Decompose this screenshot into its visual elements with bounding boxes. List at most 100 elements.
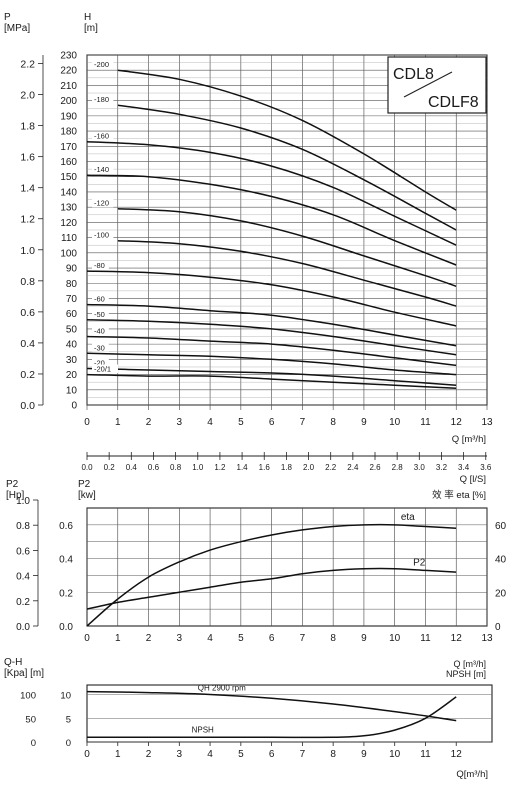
head-axis-tick-label: 200 [60,96,77,107]
head-curve-label: -140 [94,165,109,174]
qh-chart-x-tick-label: 9 [361,749,367,760]
power-chart-x-tick-label: 7 [300,633,306,644]
head-chart-x-tick-label: 6 [269,417,275,428]
efficiency-axis-tick-label: 20 [495,588,507,599]
head-axis-tick-label: 150 [60,172,77,183]
qh-chart-x-tick-label: 3 [177,749,183,760]
power-chart-x-tick-label: 3 [177,633,183,644]
series-label-bg [92,261,109,270]
head-curve-label: -20 [94,358,105,367]
flow-ls-tick-label: 3.0 [414,463,426,472]
head-axis-tick-label: 60 [66,309,78,320]
flow-ls-tick-label: 0.2 [104,463,116,472]
series-label-bg [92,198,114,208]
head-curve-label: -160 [94,132,109,141]
series-label-bg [92,60,114,69]
kw-axis-tick-label: 0.4 [59,555,73,566]
flow-ls-tick-label: 2.2 [325,463,337,472]
pressure-axis-label-line1: P [4,12,11,23]
head-chart-x-tick-label: 9 [361,417,367,428]
flow-ls-tick-label: 1.0 [192,463,204,472]
m-axis-tick-label: 10 [60,691,71,702]
power-chart-x-tick-label: 0 [84,633,90,644]
power-chart-x-tick-label: 4 [207,633,213,644]
head-curve-label: -180 [94,95,109,104]
kpa-axis-tick-label: 0 [31,738,36,749]
series-label-bg [92,131,114,141]
head-axis-label-line1: H [84,12,91,23]
kw-axis-label-line1: P2 [78,479,91,490]
head-curve-label: -80 [94,261,105,270]
flow-ls-tick-label: 1.6 [259,463,271,472]
pressure-axis-label-line2: [MPa] [4,23,30,34]
series-label-bg [92,343,109,352]
npsh-axis-label-line2: NPSH [m] [446,669,486,679]
head-chart-x-tick-label: 7 [300,417,306,428]
head-curve-120 [117,207,457,288]
head-curve-label: -50 [94,310,105,319]
head-curve-80 [86,270,457,327]
qh-chart-x-axis-label: Q[m³/h] [456,769,488,780]
flow-ls-tick-label: 0.0 [81,463,93,472]
head-curve-label: -40 [94,327,105,336]
qh-chart-x-tick-label: 1 [115,749,121,760]
head-axis-tick-label: 90 [66,264,78,275]
model-title-slash [403,71,453,98]
efficiency-axis-tick-label: 60 [495,521,507,532]
head-chart-x-tick-label: 11 [420,417,431,428]
flow-ls-tick-label: 3.2 [436,463,448,472]
head-axis-tick-label: 190 [60,111,77,122]
head-axis-tick-label: 180 [60,127,77,138]
qh-chart-x-tick-label: 7 [300,749,306,760]
head-curve-label: -30 [94,343,105,352]
head-curve-20 [86,367,457,386]
pressure-axis-tick-label: 1.0 [20,245,35,257]
head-curve-40 [86,335,457,367]
qh-axis-label-line2: [Kpa] [m] [4,668,44,679]
head-chart-x-tick-label: 10 [389,417,401,428]
flow-ls-tick-label: 2.8 [392,463,404,472]
hp-axis-tick-label: 0.6 [16,546,30,557]
power-chart-x-tick-label: 11 [420,633,431,644]
model-title-box: CDL8 CDLF8 [387,56,487,114]
head-chart-x-tick-label: 8 [330,417,336,428]
head-chart-curves [86,69,457,390]
kw-axis-tick-label: 0.0 [59,622,73,633]
m-axis-tick-label: 5 [66,714,71,725]
m-axis-tick-label: 0 [66,738,71,749]
series-label-bg [92,230,114,240]
power-chart-x-tick-label: 1 [115,633,121,644]
flow-ls-tick-label: 0.6 [148,463,160,472]
head-chart-x-axis-label: Q [m³/h] [452,434,486,445]
head-chart-x-tick-label: 3 [177,417,183,428]
pressure-axis-tick-label: 0.8 [20,276,35,288]
qh-chart-x-tick-label: 0 [84,749,90,760]
pressure-axis-tick-label: 1.2 [20,214,35,226]
head-curve-30 [86,352,457,376]
head-curve-140 [86,174,457,266]
head-curve-201 [86,373,457,390]
power-chart-x-tick-label: 8 [330,633,336,644]
head-chart-x-tick-label: 4 [207,417,213,428]
head-axis-tick-label: 120 [60,218,77,229]
pressure-axis-tick-label: 1.4 [20,183,35,195]
kpa-axis-tick-label: 100 [20,691,36,702]
efficiency-axis-tick-label: 40 [495,555,507,566]
model-title-line1: CDL8 [393,66,434,83]
flow-ls-tick-label: 3.4 [458,463,470,472]
head-axis-tick-label: 10 [66,385,78,396]
series-label-bg [92,294,109,304]
head-curve-label: -200 [94,60,109,69]
hp-axis-tick-label: 0.0 [16,622,30,633]
qh-chart-x-tick-label: 5 [238,749,244,760]
head-curve-label: -100 [94,231,109,240]
qh-chart-x-tick-label: 6 [269,749,275,760]
flow-ls-tick-label: 0.4 [126,463,138,472]
efficiency-curve-label: eta [401,512,415,523]
kw-axis-tick-label: 0.2 [59,588,73,599]
head-chart-grid [38,54,488,460]
head-axis-tick-label: 210 [60,81,77,92]
head-chart-x-tick-label: 0 [84,417,90,428]
power-chart-frame [86,507,488,627]
